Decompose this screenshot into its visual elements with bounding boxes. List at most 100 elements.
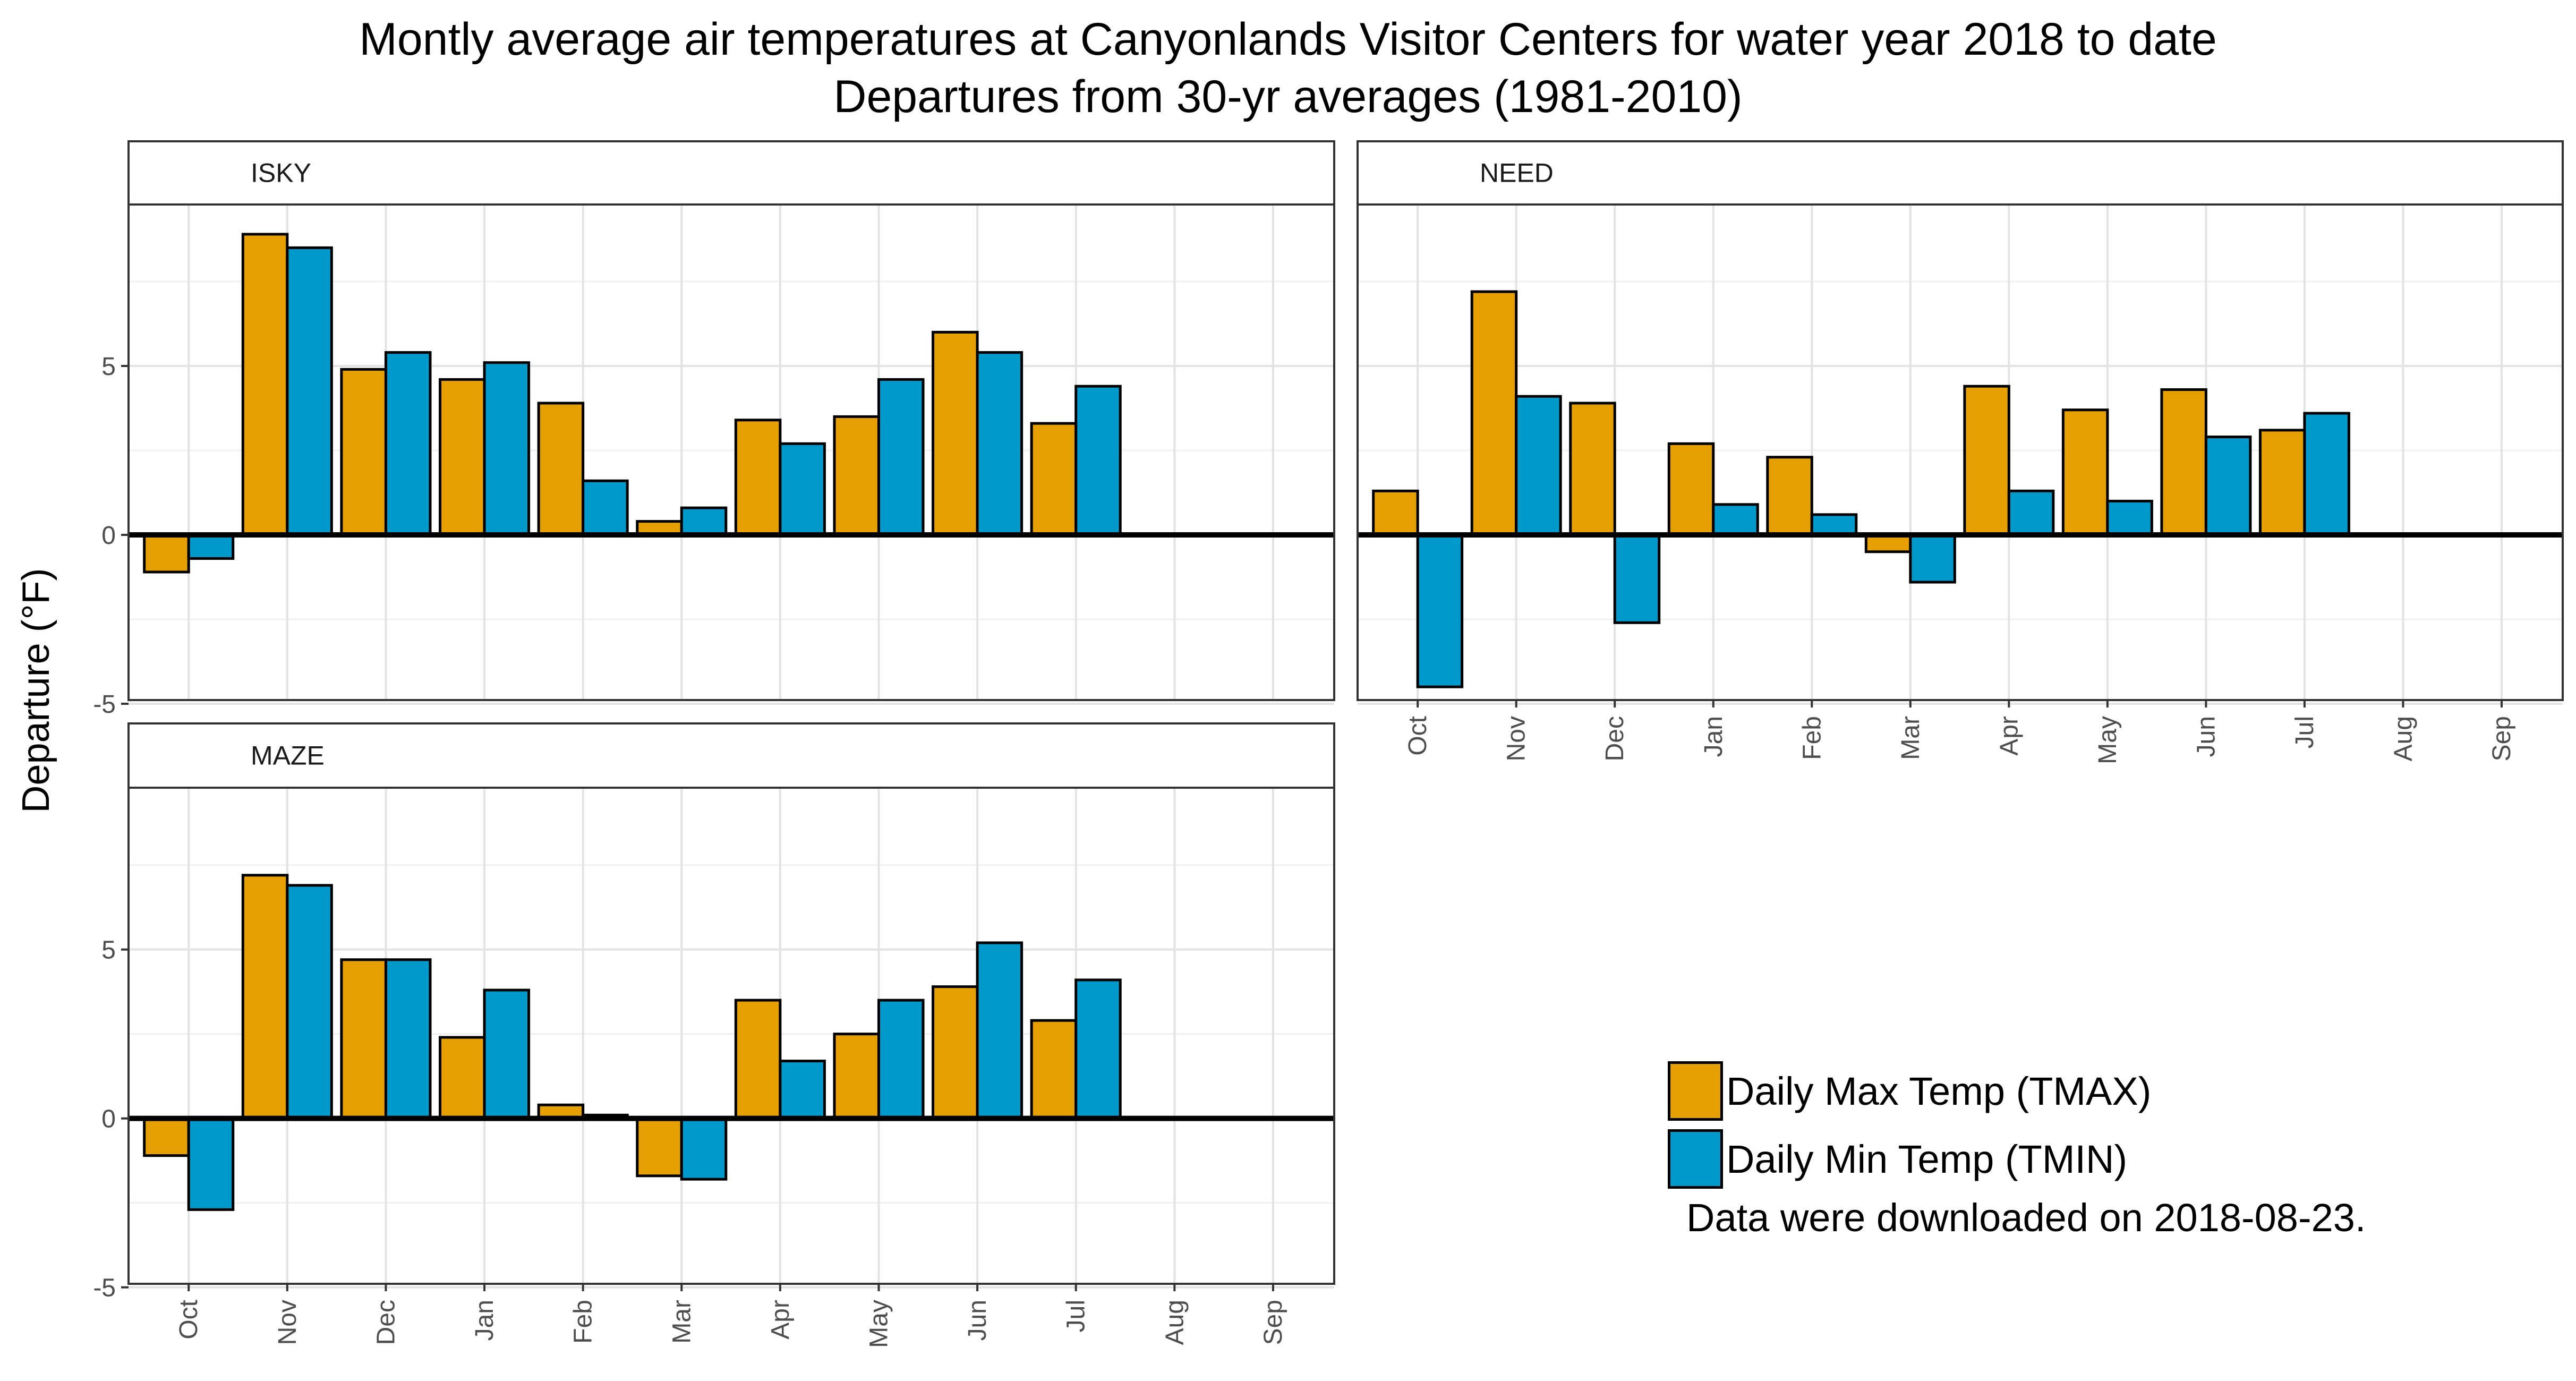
x-tick-label: Feb [1798,716,1826,760]
facet-strip-label: ISKY [251,158,311,188]
bar-tmin-oct [187,533,235,560]
bar-tmax-jan [439,378,486,536]
bar-tmax-jul [2258,429,2306,536]
facet-strip-label: MAZE [251,741,325,771]
x-tick-label: Oct [175,1300,203,1340]
bar-tmin-jan [483,361,531,536]
x-tick-label: Dec [372,1300,400,1345]
bar-tmin-oct [187,1117,235,1211]
bar-tmin-feb [582,479,629,536]
y-tick-label: 5 [101,936,116,965]
bar-tmin-jan [1712,503,1759,536]
x-tick-label: Jan [471,1300,499,1341]
x-tick-label: Oct [1404,716,1432,756]
bar-tmax-jan [1667,442,1715,536]
bar-tmax-may [833,1033,880,1120]
bar-tmax-jan [439,1036,486,1120]
bar-tmax-dec [340,368,387,536]
y-tick-label: -5 [93,1274,116,1302]
facet-strip [1357,140,2564,206]
legend-swatch-tmin [1668,1129,1723,1189]
bar-tmax-oct [1372,489,1419,536]
x-tick-label: Jul [1062,1300,1090,1332]
bar-tmin-apr [779,1060,826,1120]
x-tick-label: Mar [668,1300,696,1344]
legend-item-tmin: Daily Min Temp (TMIN) [1668,1125,2151,1193]
bar-tmax-nov [241,874,289,1120]
bar-tmin-jun [2204,436,2252,536]
bar-tmax-oct [143,533,190,574]
bar-tmin-dec [384,351,432,536]
bar-tmin-mar [680,1117,728,1181]
x-tick-label: Mar [1897,716,1925,760]
chart-title: Montly average air temperatures at Canyo… [359,14,2217,65]
facet-strip [127,722,1335,789]
x-tick-label: Nov [1503,716,1531,761]
bar-tmin-apr [779,442,826,536]
x-tick-label: Sep [1259,1300,1287,1345]
x-tick-label: Jul [2291,716,2319,748]
bar-tmin-jul [1074,978,1122,1120]
bar-tmin-dec [384,958,432,1120]
bar-tmin-oct [1416,533,1464,688]
bar-tmax-oct [143,1117,190,1157]
bar-tmax-jul [1030,422,1078,536]
bar-tmax-apr [734,419,782,536]
bar-tmin-apr [2007,489,2055,536]
panel-border [127,787,1335,1285]
bar-tmin-jul [1074,385,1122,536]
chart-title-block: Montly average air temperatures at Canyo… [0,11,2576,125]
panel-border [1357,203,2564,701]
bar-tmax-jul [1030,1019,1078,1120]
bar-tmin-nov [286,884,333,1120]
bar-tmax-dec [340,958,387,1120]
bar-tmin-may [2106,499,2153,536]
bar-tmax-dec [1569,402,1616,536]
bar-tmax-nov [1470,290,1518,536]
bar-tmin-jan [483,988,531,1120]
x-tick-label: Aug [2389,716,2417,761]
legend-item-tmax: Daily Max Temp (TMAX) [1668,1057,2151,1125]
bar-tmin-jun [976,351,1023,536]
bar-tmin-mar [680,506,728,536]
bar-tmin-jun [976,941,1023,1120]
download-note: Data were downloaded on 2018-08-23. [1686,1196,2366,1240]
legend-label-tmin: Daily Min Temp (TMIN) [1726,1137,2128,1181]
bar-tmin-dec [1613,533,1661,624]
x-tick-label: Dec [1601,716,1629,761]
y-tick-label: -5 [93,691,116,719]
x-tick-label: Sep [2488,716,2516,761]
y-tick-label: 0 [101,522,116,550]
bar-tmax-jun [932,330,979,536]
bar-tmin-may [877,378,925,536]
x-tick-label: Nov [274,1300,302,1345]
bar-tmin-feb [1810,513,1858,536]
x-tick-label: Feb [569,1300,598,1344]
x-tick-label: Aug [1161,1300,1189,1345]
x-tick-label: Jan [1700,716,1728,757]
x-tick-label: May [2094,716,2122,764]
chart-subtitle: Departures from 30-yr averages (1981-201… [833,71,1743,122]
bar-tmin-mar [1909,533,1956,584]
x-tick-label: May [865,1300,893,1348]
x-tick-label: Jun [2192,716,2220,757]
bar-tmax-feb [1766,456,1813,536]
legend: Daily Max Temp (TMAX) Daily Min Temp (TM… [1668,1057,2151,1193]
facet-strip-label: NEED [1480,158,1554,188]
bar-tmin-nov [1515,395,1562,536]
bar-tmin-jul [2303,412,2350,536]
legend-label-tmax: Daily Max Temp (TMAX) [1726,1069,2152,1113]
bar-tmax-jun [2160,388,2207,536]
bar-tmin-may [877,999,925,1120]
x-tick-label: Apr [1995,716,2023,756]
y-tick-label: 5 [101,353,116,381]
bar-tmax-may [2061,408,2109,536]
x-tick-label: Jun [963,1300,992,1341]
legend-swatch-tmax [1668,1061,1723,1121]
x-tick-label: Apr [766,1300,795,1340]
bar-tmax-mar [636,1117,683,1178]
bar-tmax-apr [1963,385,2010,536]
bar-tmax-feb [537,402,585,536]
bar-tmin-nov [286,246,333,536]
